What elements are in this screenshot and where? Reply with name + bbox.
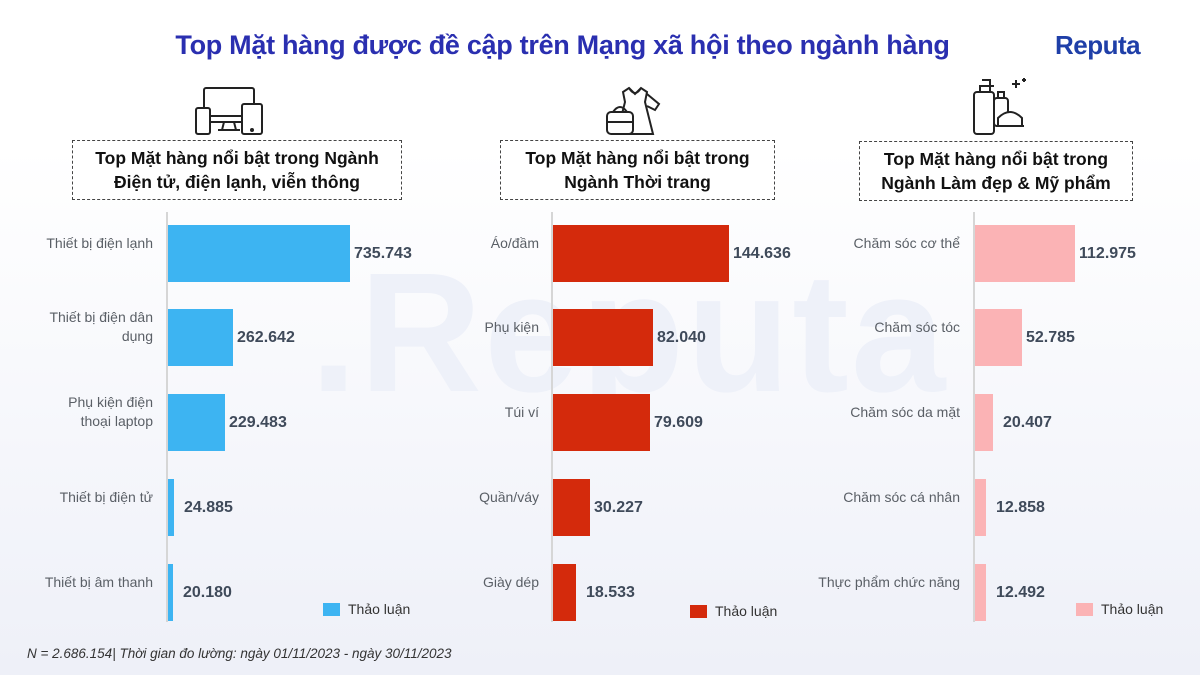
data-label: 735.743 (354, 244, 412, 262)
category-text: Giày dép (482, 573, 539, 590)
legend-swatch (323, 602, 340, 616)
data-label: 262.642 (237, 328, 295, 346)
legend: Thảo luận (690, 603, 777, 619)
bar (975, 309, 1022, 366)
bar (553, 564, 576, 621)
panel-title-line: Top Mặt hàng nổi bật trong Ngành (95, 148, 379, 168)
electronics-devices-icon (195, 87, 263, 135)
category-text: Phụ kiện (484, 318, 539, 335)
category-label: Chăm sóc cơ thể (780, 215, 960, 271)
legend-swatch (690, 604, 707, 618)
category-text: Thực phẩm chức năng (818, 573, 960, 590)
category-label: Chăm sóc cá nhân (780, 469, 960, 525)
category-text: Chăm sóc cơ thể (853, 234, 960, 251)
y-axis (551, 212, 553, 622)
data-label: 20.180 (183, 583, 232, 601)
panel-title-line: Ngành Thời trang (564, 172, 711, 192)
category-text: Chăm sóc tóc (874, 318, 960, 335)
category-text: Chăm sóc cá nhân (843, 488, 960, 505)
bar (975, 564, 986, 621)
reputa-logo: Reputa (1055, 30, 1141, 61)
legend: Thảo luận (1076, 601, 1163, 617)
bar (168, 309, 233, 366)
panel-title-line: Điện tử, điện lạnh, viễn thông (113, 172, 360, 192)
data-label: 20.407 (1003, 413, 1052, 431)
footnote: N = 2.686.154| Thời gian đo lường: ngày … (27, 646, 452, 661)
category-text: Thiết bị âm thanh (44, 573, 153, 590)
bar (553, 479, 590, 536)
legend-label: Thảo luận (715, 603, 778, 619)
bar (553, 225, 729, 282)
cosmetics-bottles-icon (973, 78, 1026, 135)
category-text: Phụ kiện điện thoại laptop (68, 394, 153, 429)
category-text: Quần/váy (479, 488, 539, 505)
data-label: 24.885 (184, 498, 233, 516)
bar (975, 479, 986, 536)
y-axis (973, 212, 975, 622)
panel-title-line: Ngành Làm đẹp & Mỹ phẩm (881, 173, 1111, 193)
category-label: Phụ kiện (389, 299, 539, 355)
category-text: Thiết bị điện tử (59, 488, 153, 505)
bar (168, 225, 350, 282)
bar (553, 394, 650, 451)
bar (975, 394, 993, 451)
category-text: Thiết bị điện lạnh (46, 234, 153, 251)
category-label: Chăm sóc tóc (780, 299, 960, 355)
category-text: Túi ví (504, 403, 539, 420)
legend-swatch (1076, 602, 1093, 616)
category-label: Thiết bị điện tử (3, 469, 153, 525)
data-label: 82.040 (657, 328, 706, 346)
category-label: Giày dép (389, 554, 539, 610)
bar (553, 309, 653, 366)
category-label: Thiết bị âm thanh (3, 554, 153, 610)
legend-label: Thảo luận (1101, 601, 1164, 617)
y-axis (166, 212, 168, 622)
panel-title-box: Top Mặt hàng nổi bật trong Ngành Thời tr… (500, 140, 775, 200)
page-title: Top Mặt hàng được đề cập trên Mạng xã hộ… (175, 30, 950, 60)
panel-title-box: Top Mặt hàng nổi bật trong Ngành Điện tử… (72, 140, 402, 200)
logo-text: Reputa (1055, 30, 1141, 60)
data-label: 144.636 (733, 244, 791, 262)
bar (168, 564, 173, 621)
data-label: 52.785 (1026, 328, 1075, 346)
data-label: 79.609 (654, 413, 703, 431)
category-label: Thiết bị điện dân dụng (3, 299, 153, 355)
category-label: Túi ví (389, 384, 539, 440)
data-label: 30.227 (594, 498, 643, 516)
category-label: Áo/đầm (389, 215, 539, 271)
data-label: 112.975 (1079, 244, 1136, 262)
bar (168, 479, 174, 536)
panel-title-box: Top Mặt hàng nổi bật trong Ngành Làm đẹp… (859, 141, 1133, 201)
category-label: Thực phẩm chức năng (780, 554, 960, 610)
category-label: Thiết bị điện lạnh (3, 215, 153, 271)
data-label: 12.492 (996, 583, 1045, 601)
category-text: Thiết bị điện dân dụng (49, 309, 153, 344)
category-label: Quần/váy (389, 469, 539, 525)
fashion-clothing-icon (606, 86, 661, 135)
data-label: 18.533 (586, 583, 635, 601)
category-label: Phụ kiện điện thoại laptop (3, 384, 153, 440)
category-label: Chăm sóc da mặt (780, 384, 960, 440)
panel-title-line: Top Mặt hàng nổi bật trong (883, 149, 1109, 169)
bar (168, 394, 225, 451)
data-label: 229.483 (229, 413, 287, 431)
legend-label: Thảo luận (348, 601, 411, 617)
legend: Thảo luận (323, 601, 410, 617)
category-text: Chăm sóc da mặt (850, 403, 960, 420)
category-text: Áo/đầm (490, 234, 539, 251)
bar (975, 225, 1075, 282)
data-label: 12.858 (996, 498, 1045, 516)
panel-title-line: Top Mặt hàng nổi bật trong (525, 148, 750, 168)
